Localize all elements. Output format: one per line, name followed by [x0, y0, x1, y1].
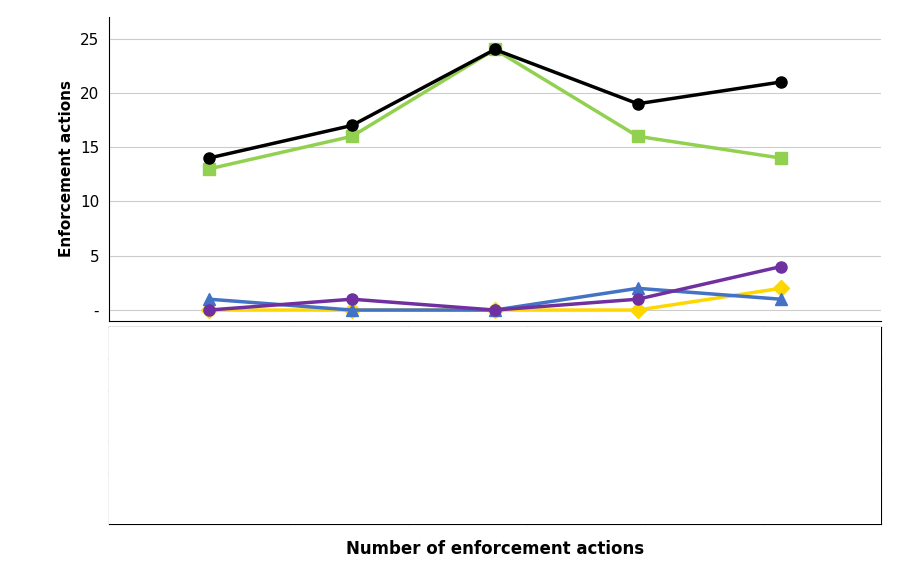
- Text: 1: 1: [345, 409, 354, 423]
- Text: 14: 14: [340, 491, 358, 506]
- Text: -: -: [583, 336, 588, 350]
- Text: 14: 14: [813, 368, 831, 382]
- Text: -: -: [347, 336, 351, 350]
- Text: -: -: [465, 409, 470, 423]
- Text: 17: 17: [459, 491, 477, 506]
- Text: 1: 1: [817, 409, 826, 423]
- Text: Medical: Medical: [185, 336, 239, 350]
- Y-axis label: Enforcement actions: Enforcement actions: [59, 81, 74, 257]
- Text: 2: 2: [699, 409, 708, 423]
- Text: 24: 24: [577, 368, 595, 382]
- Text: -: -: [583, 450, 588, 464]
- Text: 4: 4: [817, 450, 826, 464]
- Text: 16: 16: [459, 368, 477, 382]
- Text: Industrial: Industrial: [185, 368, 251, 382]
- Text: Academic
and research: Academic and research: [185, 401, 276, 431]
- Text: Number of enforcement actions: Number of enforcement actions: [346, 540, 644, 558]
- Text: 24: 24: [577, 491, 595, 506]
- Text: 1: 1: [463, 450, 472, 464]
- Text: -: -: [583, 409, 588, 423]
- Text: 19: 19: [695, 491, 713, 506]
- Text: 16: 16: [695, 368, 713, 382]
- Text: 21: 21: [813, 491, 831, 506]
- Text: All sectors
combined: All sectors combined: [185, 483, 257, 513]
- Text: -: -: [701, 336, 706, 350]
- Text: 2: 2: [817, 336, 826, 350]
- Text: 1: 1: [699, 450, 708, 464]
- Text: -: -: [465, 336, 470, 350]
- Text: 13: 13: [340, 368, 358, 382]
- Text: Commercial: Commercial: [185, 450, 269, 464]
- Text: -: -: [347, 450, 351, 464]
